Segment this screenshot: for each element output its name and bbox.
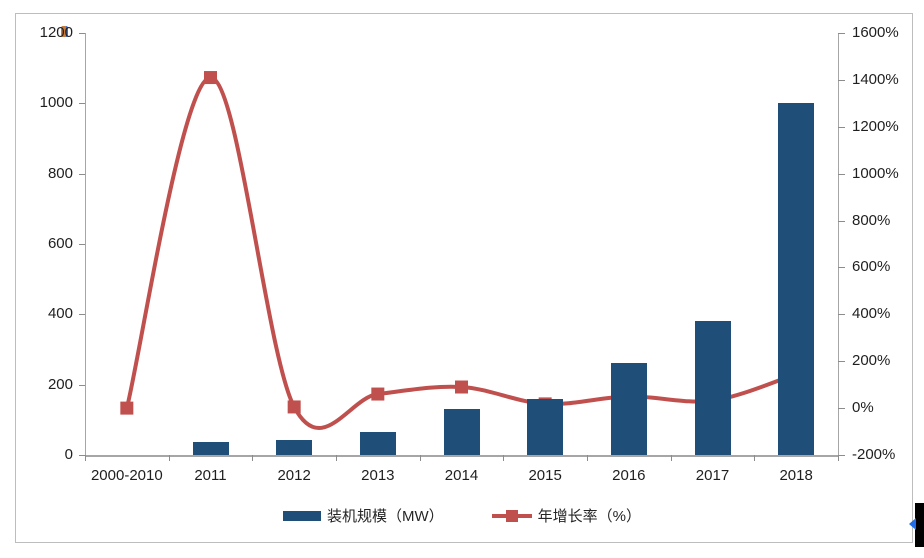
right-axis-tick — [838, 126, 845, 128]
capacity-bar — [192, 441, 229, 455]
capacity-bar — [443, 409, 480, 455]
right-axis-tick — [838, 33, 845, 34]
line-series-swatch — [491, 509, 532, 522]
right-axis-label: -200% — [852, 446, 896, 463]
x-axis-label: 2018 — [779, 467, 813, 484]
left-axis-label: 400 — [47, 305, 73, 323]
legend: 装机规模（MW） 年增长率（%） — [0, 505, 924, 526]
capacity-bar — [610, 362, 647, 455]
capacity-bar — [778, 103, 815, 455]
right-axis-label: 400% — [852, 305, 891, 323]
x-axis-label: 2014 — [444, 467, 479, 484]
x-axis-tick — [838, 455, 839, 461]
left-axis-tick — [79, 244, 85, 245]
cursor-artifact — [61, 26, 68, 37]
left-axis-tick — [79, 314, 85, 316]
x-axis-tick — [419, 455, 421, 461]
bar-series-swatch — [283, 510, 321, 521]
legend-label-growth-rate: 年增长率（%） — [537, 508, 641, 525]
right-axis-tick — [838, 220, 845, 222]
right-axis-label: 200% — [852, 352, 891, 370]
x-axis-label: 2012 — [277, 467, 311, 484]
left-axis-label: 600 — [47, 235, 73, 252]
capacity-bar — [527, 399, 564, 455]
right-axis-tick — [838, 361, 845, 363]
capacity-bar — [276, 439, 313, 455]
left-axis-line — [85, 33, 86, 455]
right-axis-label: 1000% — [852, 164, 899, 182]
screen-edge-artifact — [909, 503, 924, 547]
x-axis-tick — [85, 455, 86, 461]
x-axis-tick — [336, 455, 337, 461]
right-axis-tick — [838, 455, 845, 456]
x-axis-label: 2011 — [194, 467, 227, 484]
left-axis-tick — [79, 455, 85, 456]
right-axis-label: 1400% — [852, 70, 899, 88]
x-axis-label: 2000-2010 — [90, 467, 163, 484]
right-axis-tick — [838, 79, 845, 81]
arrow-left-icon — [909, 518, 916, 530]
x-axis-tick — [168, 455, 170, 461]
legend-item-installed-capacity: 装机规模（MW） — [283, 505, 444, 526]
right-axis-label: 1600% — [852, 24, 899, 41]
left-axis-label: 1200 — [39, 24, 73, 41]
right-axis-label: 1200% — [852, 117, 899, 135]
right-axis-label: 0% — [852, 399, 874, 417]
right-axis-tick — [838, 267, 845, 269]
right-axis-label: 600% — [852, 258, 891, 276]
legend-label-installed-capacity: 装机规模（MW） — [327, 508, 444, 525]
capacity-bar — [359, 431, 396, 455]
x-axis-tick — [252, 455, 254, 461]
x-axis-label: 2016 — [612, 467, 646, 484]
right-axis-label: 800% — [852, 211, 891, 229]
right-axis-line — [838, 33, 839, 455]
left-axis-tick — [79, 384, 85, 386]
x-axis-label: 2013 — [361, 467, 395, 484]
left-axis-tick — [79, 33, 85, 34]
x-axis-line — [85, 455, 839, 457]
x-axis-label: 2017 — [695, 467, 730, 484]
x-axis-tick — [670, 455, 672, 461]
right-axis-tick — [838, 314, 845, 316]
capacity-bar — [694, 320, 731, 455]
right-axis-tick — [838, 408, 845, 410]
right-axis-tick — [838, 173, 845, 175]
left-axis-tick — [79, 103, 85, 105]
legend-item-growth-rate: 年增长率（%） — [491, 505, 641, 526]
x-axis-label: 2015 — [528, 467, 562, 484]
left-axis-label: 800 — [47, 164, 73, 182]
left-axis-label: 0 — [64, 446, 73, 463]
left-axis-label: 200 — [47, 375, 73, 393]
x-axis-tick — [587, 455, 588, 461]
line-marker-icon — [505, 510, 518, 522]
x-axis-tick — [503, 455, 505, 461]
left-axis-tick — [79, 173, 85, 175]
left-axis-label: 1000 — [39, 94, 73, 112]
x-axis-tick — [754, 455, 756, 461]
